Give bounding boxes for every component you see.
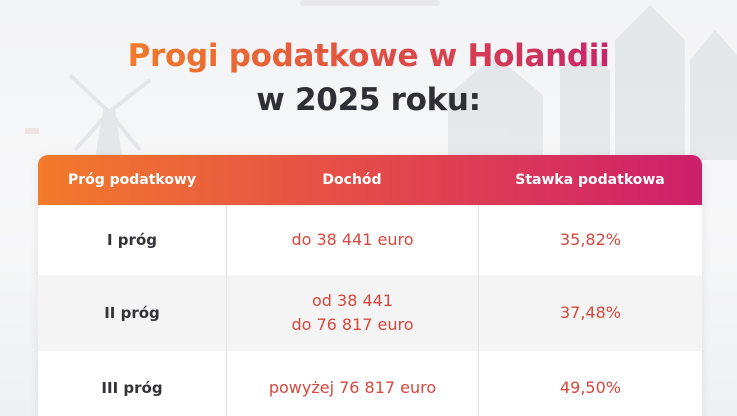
table-row: I próg do 38 441 euro 35,82%	[38, 205, 702, 275]
rate-cell: 49,50%	[478, 351, 702, 416]
top-tab-shape	[300, 0, 440, 6]
threshold-cell: II próg	[104, 304, 160, 322]
header-rate: Stawka podatkowa	[515, 172, 665, 188]
table-header: Próg podatkowy Dochód Stawka podatkowa	[38, 155, 702, 205]
income-line: powyżej 76 817 euro	[268, 378, 437, 397]
threshold-cell: I próg	[107, 231, 157, 249]
income-line: od 38 441	[311, 291, 393, 310]
header-income: Dochód	[322, 172, 382, 188]
threshold-cell: III próg	[101, 379, 163, 397]
table-row: II próg od 38 441 do 76 817 euro 37,48%	[38, 275, 702, 351]
rate-cell: 35,82%	[478, 205, 702, 275]
title-block: Progi podatkowe w Holandii w 2025 roku:	[0, 38, 737, 118]
table-row: III próg powyżej 76 817 euro 49,50%	[38, 351, 702, 416]
income-cell: powyżej 76 817 euro	[226, 351, 478, 416]
income-cell: od 38 441 do 76 817 euro	[226, 275, 478, 351]
income-line: do 38 441 euro	[291, 230, 414, 249]
income-line: do 76 817 euro	[291, 315, 414, 334]
header-threshold: Próg podatkowy	[67, 172, 197, 188]
rate-cell: 37,48%	[478, 275, 702, 351]
tax-brackets-table: Próg podatkowy Dochód Stawka podatkowa I…	[38, 155, 702, 416]
page-subtitle: w 2025 roku:	[256, 82, 481, 118]
income-cell: do 38 441 euro	[226, 205, 478, 275]
page-title: Progi podatkowe w Holandii	[127, 38, 610, 74]
